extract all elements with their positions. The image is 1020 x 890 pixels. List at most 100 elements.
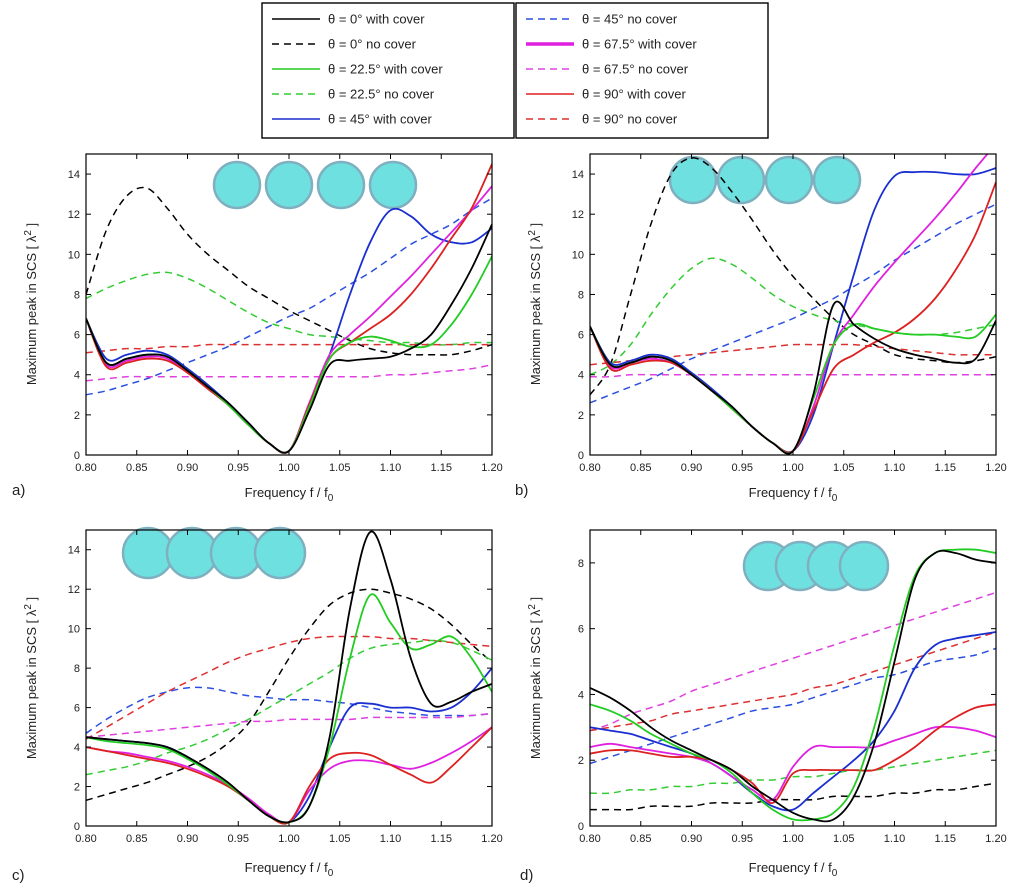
- y-tick-label: 14: [68, 545, 80, 557]
- y-tick-label: 14: [68, 169, 80, 181]
- series-line-45-no: [86, 686, 492, 734]
- legend-label-45-with: θ = 45° with cover: [328, 112, 433, 127]
- x-tick-label: 1.05: [329, 833, 350, 845]
- y-tick-label: 12: [68, 209, 80, 221]
- series-line-90-no: [86, 635, 492, 740]
- y-tick-label: 10: [68, 624, 80, 636]
- series-group: [590, 548, 996, 823]
- x-axis-label: Frequency f / f0: [245, 485, 334, 504]
- panel-c: 0.80 0.85 0.90 0.95 1.00 1.05 1.10 1.15 1.20 0 2 4 6…: [12, 526, 503, 884]
- x-tick-label: 1.00: [782, 462, 803, 474]
- series-line-0-no: [590, 782, 996, 811]
- particle-sphere: [812, 155, 862, 205]
- y-tick-label: 8: [578, 558, 584, 570]
- x-tick-label: 1.00: [278, 462, 299, 474]
- y-tick-label: 14: [572, 169, 584, 181]
- series-line-67-with: [86, 185, 492, 455]
- x-tick-label: 0.80: [579, 462, 600, 474]
- y-axis-label: Maximum peak in SCS [ λ2 ]: [23, 223, 39, 385]
- series-line-0-with: [590, 549, 996, 823]
- particle-sphere: [121, 526, 175, 580]
- panel-a: 0.80 0.85 0.90 0.95 1.00 1.05 1.10 1.15 1.20 0 2 4 6…: [12, 153, 503, 504]
- legend-label-90-with: θ = 90° with cover: [582, 87, 687, 102]
- series-line-22-no: [590, 257, 996, 376]
- legend: θ = 0° with cover θ = 0° no cover θ = 22.5…: [261, 2, 769, 139]
- legend-label-67-no: θ = 67.5° no cover: [582, 62, 689, 77]
- series-line-67-no: [86, 363, 492, 382]
- series-line-0-no: [86, 588, 492, 802]
- x-tick-label: 0.85: [126, 833, 147, 845]
- particle-sphere: [165, 526, 219, 580]
- x-tick-label: 0.80: [579, 833, 600, 845]
- legend-label-67-with: θ = 67.5° with cover: [582, 37, 697, 52]
- x-tick-label: 1.10: [884, 833, 905, 845]
- particle-sphere: [764, 155, 814, 205]
- particle-chain-illustration: [668, 155, 862, 205]
- legend-label-22-with: θ = 22.5° with cover: [328, 62, 443, 77]
- series-line-0-with: [86, 223, 492, 454]
- series-line-45-with: [590, 167, 996, 454]
- x-axis-label: Frequency f / f0: [749, 485, 838, 504]
- legend-label-22-no: θ = 22.5° no cover: [328, 87, 435, 102]
- panel-label: c): [12, 867, 25, 884]
- y-axis-label: Maximum peak in SCS [ λ2 ]: [23, 597, 39, 759]
- x-axis-label: Frequency f / f0: [245, 860, 334, 879]
- y-tick-label: 8: [578, 289, 584, 301]
- x-tick-label: 0.95: [732, 833, 753, 845]
- particle-sphere: [212, 160, 262, 210]
- series-line-22-no: [590, 749, 996, 795]
- y-tick-label: 8: [74, 663, 80, 675]
- legend-label-45-no: θ = 45° no cover: [582, 12, 678, 27]
- x-tick-label: 0.95: [228, 833, 249, 845]
- x-tick-label: 1.05: [833, 462, 854, 474]
- y-tick-label: 2: [74, 782, 80, 794]
- y-tick-label: 4: [74, 742, 80, 754]
- chart-panels: 0.80 0.85 0.90 0.95 1.00 1.05 1.10 1.15 1.20 0 2 4 6…: [12, 153, 1007, 884]
- series-line-22-with: [590, 313, 996, 455]
- x-tick-label: 1.10: [884, 462, 905, 474]
- y-tick-label: 10: [572, 249, 584, 261]
- x-tick-label: 1.10: [380, 462, 401, 474]
- y-tick-label: 0: [578, 821, 584, 833]
- y-tick-label: 6: [74, 703, 80, 715]
- particle-chain-illustration: [742, 540, 890, 592]
- x-tick-label: 0.85: [126, 462, 147, 474]
- series-line-67-no: [86, 712, 492, 738]
- legend-label-0-with: θ = 0° with cover: [328, 12, 425, 27]
- x-tick-label: 0.85: [630, 833, 651, 845]
- x-tick-label: 0.80: [75, 833, 96, 845]
- series-line-90-with: [86, 726, 492, 825]
- series-line-0-with: [590, 300, 996, 455]
- series-line-90-no: [590, 631, 996, 732]
- x-tick-label: 1.20: [985, 833, 1006, 845]
- x-tick-label: 1.10: [380, 833, 401, 845]
- series-line-45-no: [590, 647, 996, 765]
- particle-sphere: [209, 526, 263, 580]
- y-tick-label: 10: [68, 249, 80, 261]
- y-tick-label: 4: [578, 689, 584, 701]
- y-tick-label: 6: [74, 330, 80, 342]
- series-line-45-with: [590, 631, 996, 812]
- x-tick-label: 1.20: [481, 833, 502, 845]
- y-tick-label: 4: [578, 370, 584, 382]
- legend-label-0-no: θ = 0° no cover: [328, 37, 417, 52]
- x-tick-label: 1.15: [935, 833, 956, 845]
- x-tick-label: 0.95: [732, 462, 753, 474]
- y-tick-label: 6: [578, 624, 584, 636]
- particle-sphere: [838, 540, 890, 592]
- x-tick-label: 0.90: [681, 462, 702, 474]
- x-tick-label: 1.15: [431, 833, 452, 845]
- series-line-45-no: [86, 197, 492, 396]
- y-tick-label: 4: [74, 370, 80, 382]
- panel-b: 0.80 0.85 0.90 0.95 1.00 1.05 1.10 1.15 1.20 0 2 4 6…: [515, 153, 1007, 504]
- series-line-0-no: [590, 157, 996, 396]
- x-axis-label: Frequency f / f0: [749, 860, 838, 879]
- y-tick-label: 2: [74, 410, 80, 422]
- particle-sphere: [668, 155, 718, 205]
- particle-chain-illustration: [121, 526, 307, 580]
- panel-label: a): [12, 482, 25, 499]
- y-tick-label: 8: [74, 289, 80, 301]
- x-tick-label: 0.85: [630, 462, 651, 474]
- series-line-90-with: [590, 703, 996, 804]
- panel-label: b): [515, 482, 528, 499]
